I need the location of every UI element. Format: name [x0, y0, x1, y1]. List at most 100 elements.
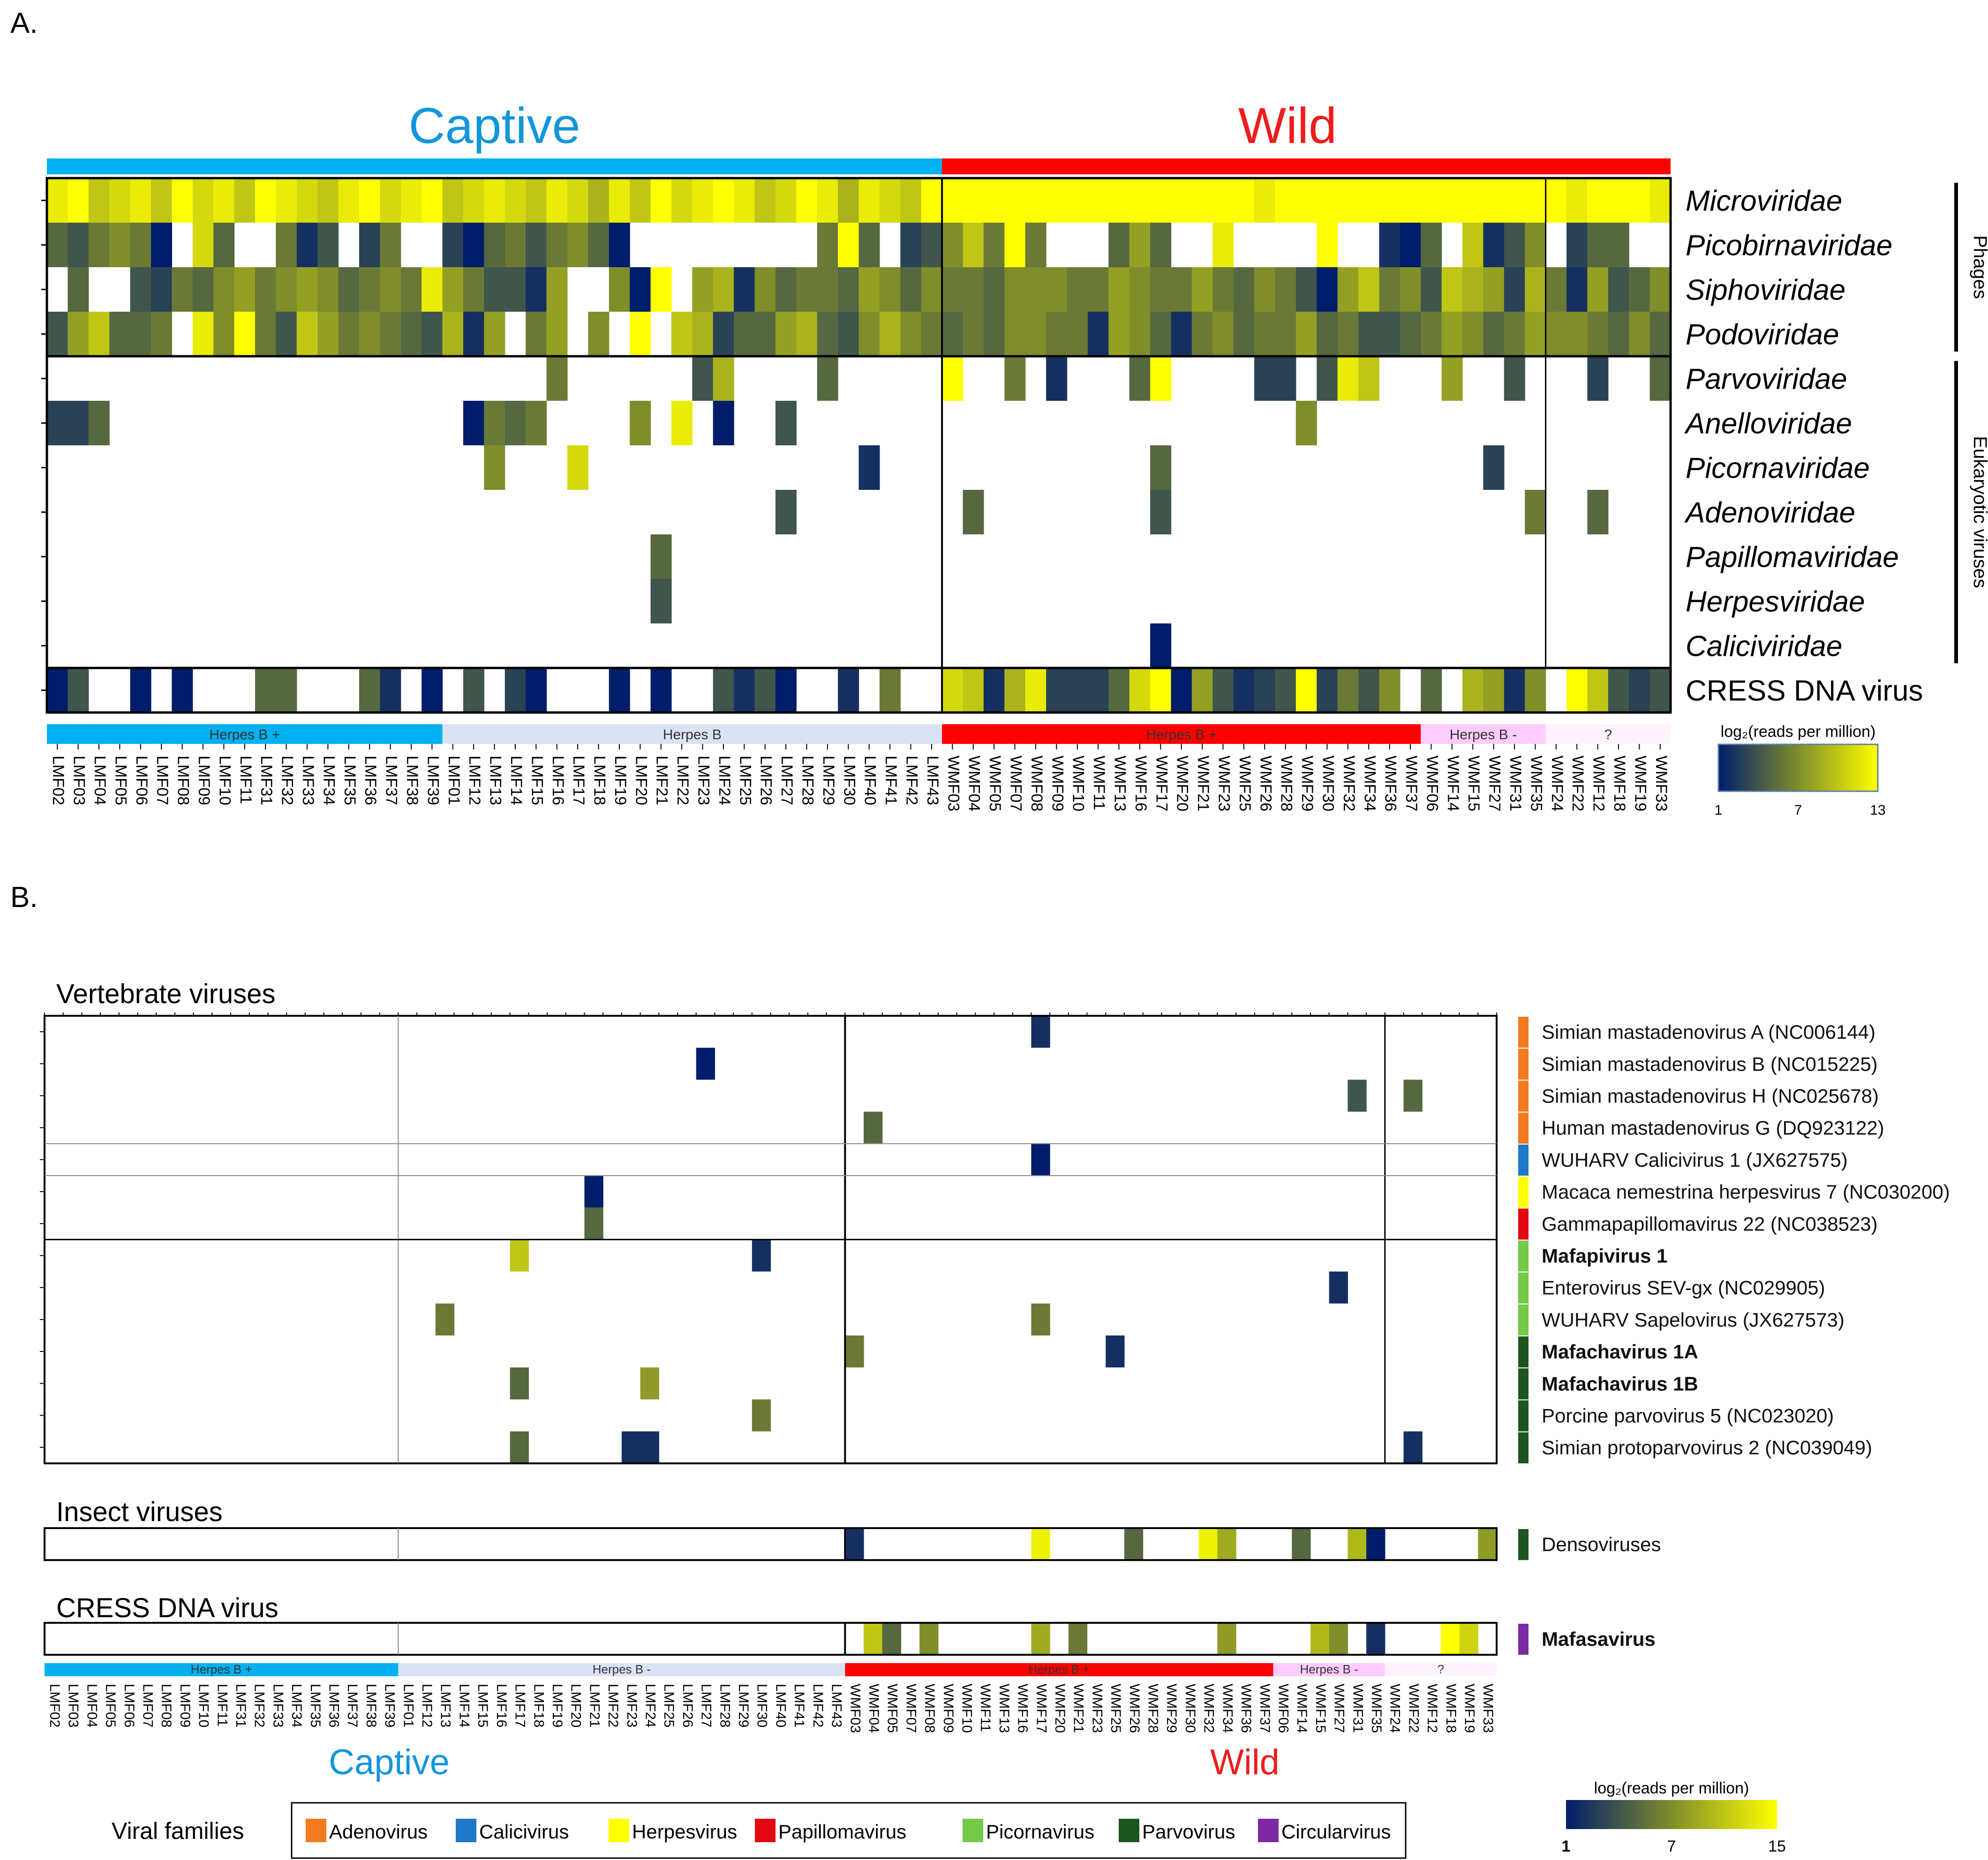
heatmap-cell: [1004, 223, 1026, 267]
legend-swatch: [1258, 1819, 1279, 1842]
heatmap-cell: [1254, 668, 1276, 712]
heatmap-cell: [983, 668, 1005, 712]
heatmap-cell: [130, 267, 151, 312]
heatmap-cell: [817, 312, 838, 356]
sample-label: WMF05: [885, 1684, 900, 1733]
family-strip: [1518, 1336, 1529, 1368]
heatmap-cell: [630, 178, 651, 223]
sample-label: WMF25: [1236, 756, 1254, 811]
sample-label: LMF23: [624, 1684, 640, 1727]
heatmap-cell: [1150, 668, 1172, 712]
heatmap-cell: [838, 668, 859, 712]
heatmap-cell: [1087, 267, 1109, 312]
heatmap-cell: [442, 178, 464, 223]
sample-label: WMF36: [1238, 1684, 1254, 1733]
sample-label: LMF05: [112, 756, 129, 805]
heatmap-cell: [1068, 1623, 1088, 1655]
sample-label: WMF31: [1350, 1684, 1365, 1733]
heatmap-cell: [317, 223, 339, 267]
heatmap-cell: [1295, 267, 1317, 312]
sample-label: LMF13: [487, 756, 505, 805]
heatmap-cell: [442, 267, 464, 312]
virus-label: Mafapivirus 1: [1542, 1245, 1667, 1267]
heatmap-cell: [526, 401, 547, 445]
heatmap-cell: [1366, 1623, 1386, 1655]
sample-group-bar: [1273, 1663, 1385, 1676]
sample-label: LMF12: [466, 756, 483, 805]
heatmap-cell: [359, 223, 380, 267]
heatmap-cell: [1483, 445, 1505, 490]
heatmap-cell: [47, 178, 68, 223]
section-frame: [44, 1622, 1498, 1656]
captive-bar: [47, 158, 942, 174]
virus-label: Simian mastadenovirus H (NC025678): [1542, 1085, 1879, 1107]
heatmap-cell: [1087, 312, 1109, 356]
heatmap-cell: [1525, 312, 1546, 356]
heatmap-frame: [45, 177, 1672, 714]
heatmap-cell: [1150, 623, 1172, 668]
heatmap-cell: [463, 312, 484, 356]
heatmap-cell: [234, 267, 256, 312]
heatmap-cell: [510, 1431, 529, 1463]
sample-group-label: Herpes B: [663, 727, 722, 742]
virus-label: WUHARV Sapelovirus (JX627573): [1542, 1309, 1845, 1331]
heatmap-cell: [317, 178, 339, 223]
heatmap-cell: [422, 267, 443, 312]
sample-label: LMF21: [587, 1684, 602, 1727]
heatmap-cell: [775, 668, 797, 712]
heatmap-cell: [1191, 312, 1213, 356]
sample-label: LMF07: [153, 756, 171, 805]
heatmap-cell: [463, 668, 484, 712]
heatmap-cell: [422, 178, 443, 223]
heatmap-cell: [1566, 267, 1588, 312]
sample-label: LMF16: [549, 756, 567, 805]
heatmap-cell: [963, 490, 984, 534]
sample-label: WMF10: [1069, 756, 1087, 811]
sample-label: LMF40: [861, 756, 879, 805]
virus-label: Macaca nemestrina herpesvirus 7 (NC03020…: [1542, 1181, 1950, 1203]
heatmap-cell: [380, 178, 401, 223]
heatmap-cell: [1504, 178, 1525, 223]
sample-label: WMF25: [1108, 1684, 1123, 1733]
heatmap-cell: [692, 312, 714, 356]
wild-title: Wild: [1238, 97, 1337, 154]
family-strip: [1518, 1049, 1529, 1080]
sample-label: LMF14: [507, 756, 525, 805]
legend-swatch: [1119, 1819, 1139, 1842]
heatmap-cell: [484, 178, 505, 223]
heatmap-cell: [1629, 178, 1650, 223]
heatmap-cell: [713, 178, 734, 223]
sample-label: WMF33: [1652, 756, 1670, 811]
sample-group-label: Herpes B -: [593, 1662, 651, 1676]
heatmap-cell: [1379, 178, 1401, 223]
sample-label: LMF25: [736, 756, 754, 805]
legend-label: Circularvirus: [1281, 1821, 1391, 1843]
section-title: Vertebrate viruses: [56, 979, 275, 1009]
sample-label: LMF28: [717, 1684, 732, 1727]
sample-label: WMF05: [986, 756, 1004, 811]
heatmap-cell: [713, 356, 734, 401]
heatmap-cell: [463, 223, 484, 267]
heatmap-cell: [942, 223, 964, 267]
sample-label: WMF22: [1406, 1684, 1421, 1733]
heatmap-cell: [1212, 668, 1234, 712]
heatmap-cell: [1212, 267, 1234, 312]
heatmap-cell: [919, 1623, 939, 1655]
heatmap-cell: [858, 312, 880, 356]
heatmap-cell: [1150, 356, 1172, 401]
sample-group-label: Herpes B +: [191, 1662, 252, 1676]
heatmap-cell: [484, 401, 505, 445]
sample-label: LMF42: [810, 1684, 826, 1727]
heatmap-cell: [1275, 312, 1296, 356]
heatmap-cell: [942, 178, 964, 223]
heatmap-cell: [1317, 356, 1338, 401]
sample-label: WMF26: [1257, 756, 1274, 811]
heatmap-cell: [588, 312, 610, 356]
heatmap-cell: [1108, 178, 1130, 223]
sample-label: LMF36: [326, 1684, 342, 1727]
sample-label: LMF09: [195, 756, 213, 805]
sample-label: WMF33: [1480, 1684, 1496, 1733]
sample-label: LMF16: [494, 1684, 509, 1727]
heatmap-cell: [900, 178, 922, 223]
